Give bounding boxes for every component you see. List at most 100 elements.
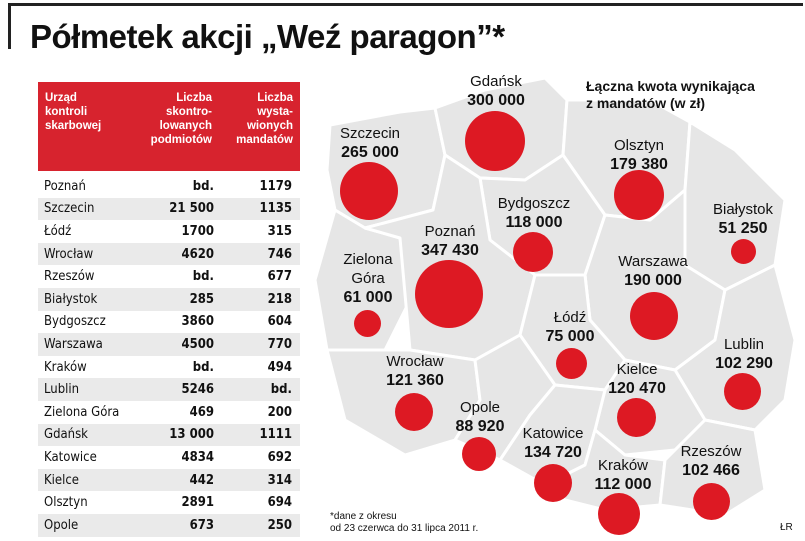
- dot-bialystok: [731, 239, 756, 264]
- header-entities: Liczba skontro- lowanych podmiotów: [150, 92, 212, 146]
- cell-entities: 442: [189, 472, 214, 488]
- cell-fines: 315: [267, 223, 292, 239]
- city-value: 88 920: [455, 418, 505, 435]
- footnote: *dane z okresu od 23 czerwca do 31 lipca…: [330, 511, 479, 534]
- cell-entities: 13 000: [169, 427, 214, 443]
- city-name: Opole: [459, 399, 501, 416]
- city-name: Warszawa: [618, 253, 688, 270]
- cell-fines: 218: [267, 291, 292, 307]
- dot-szczecin: [340, 162, 398, 220]
- city-value: 75 000: [545, 328, 595, 345]
- author-credit: ŁR: [780, 522, 793, 533]
- cell-entities: 1700: [181, 223, 214, 239]
- city-value: 112 000: [594, 476, 652, 493]
- city-value: 265 000: [341, 144, 399, 161]
- label-krakow: Kraków 112 000: [580, 456, 666, 494]
- cell-fines: bd.: [270, 382, 292, 398]
- city-value: 102 290: [715, 355, 773, 372]
- cell-city: Poznań: [44, 178, 86, 194]
- cell-entities: 3860: [181, 314, 214, 330]
- cell-fines: 1179: [259, 178, 292, 194]
- cell-city: Białystok: [44, 291, 98, 307]
- table-row: Wrocław 4620 746: [38, 242, 300, 266]
- cell-city: Katowice: [44, 449, 97, 465]
- label-wroclaw: Wrocław 121 360: [372, 352, 458, 390]
- cell-entities: bd.: [192, 269, 214, 285]
- city-name: Bydgoszcz: [497, 195, 571, 212]
- table-row: Kielce 442 314: [38, 468, 300, 492]
- table-row: Bydgoszcz 3860 604: [38, 311, 300, 334]
- city-name: Poznań: [424, 223, 476, 240]
- city-value: 121 360: [386, 372, 444, 389]
- label-kielce: Kielce 120 470: [594, 360, 680, 398]
- cell-city: Warszawa: [44, 336, 103, 352]
- city-name: Łódź: [553, 309, 587, 326]
- cell-fines: 677: [267, 269, 292, 285]
- table-row: Olsztyn 2891 694: [38, 491, 300, 514]
- cell-fines: 692: [267, 449, 292, 465]
- cell-entities: 5246: [181, 382, 214, 398]
- cell-entities: 4620: [181, 246, 214, 262]
- left-rule: [8, 3, 11, 49]
- dot-wroclaw: [395, 393, 433, 431]
- city-name: Wrocław: [386, 353, 444, 370]
- cell-city: Lublin: [44, 382, 80, 398]
- cell-entities: 285: [189, 291, 214, 307]
- city-name: Katowice: [522, 425, 584, 442]
- cell-fines: 746: [267, 246, 292, 262]
- dot-zielona: [354, 310, 381, 337]
- page-title: Półmetek akcji „Weź paragon”*: [30, 18, 505, 55]
- city-value: 51 250: [718, 220, 768, 237]
- dot-warszawa: [630, 292, 678, 340]
- cell-entities: bd.: [192, 178, 214, 194]
- city-value: 134 720: [524, 444, 582, 461]
- city-name: Lublin: [723, 336, 765, 353]
- table-row: Gdańsk 13 000 1111: [38, 423, 300, 447]
- cell-city: Bydgoszcz: [44, 314, 106, 330]
- label-zielona: Zielona Góra 61 000: [330, 250, 406, 307]
- dot-lodz: [556, 348, 587, 379]
- cell-fines: 200: [267, 404, 292, 420]
- table-row: Łódź 1700 315: [38, 220, 300, 243]
- dot-krakow: [598, 493, 640, 535]
- city-value: 179 380: [610, 156, 668, 173]
- cell-fines: 250: [267, 517, 292, 533]
- label-bialystok: Białystok 51 250: [700, 200, 786, 238]
- cell-city: Rzeszów: [44, 269, 95, 285]
- city-name: Olsztyn: [613, 137, 664, 154]
- table-row: Rzeszów bd. 677: [38, 265, 300, 288]
- table-row: Zielona Góra 469 200: [38, 401, 300, 424]
- table-row: Szczecin 21 500 1135: [38, 197, 300, 221]
- cell-fines: 604: [267, 314, 292, 330]
- dot-rzeszow: [693, 483, 730, 520]
- table-row: Lublin 5246 bd.: [38, 378, 300, 401]
- cell-fines: 770: [267, 336, 292, 352]
- city-value: 102 466: [682, 462, 740, 479]
- data-table: Urząd kontroli skarbowej Liczba skontro-…: [38, 82, 300, 537]
- cell-entities: 4500: [181, 336, 214, 352]
- cell-entities: 2891: [181, 495, 214, 511]
- table-row: Kraków bd. 494: [38, 356, 300, 379]
- label-rzeszow: Rzeszów 102 466: [668, 442, 754, 480]
- cell-entities: 673: [189, 517, 214, 533]
- top-rule: [8, 3, 803, 6]
- city-name: Rzeszów: [680, 443, 742, 460]
- city-name: Zielona Góra: [343, 251, 393, 287]
- cell-fines: 694: [267, 495, 292, 511]
- dot-poznan: [415, 260, 483, 328]
- dot-olsztyn: [614, 170, 664, 220]
- city-value: 120 470: [608, 380, 666, 397]
- city-name: Szczecin: [339, 125, 401, 142]
- label-lublin: Lublin 102 290: [706, 335, 782, 373]
- cell-city: Szczecin: [44, 201, 95, 217]
- cell-city: Wrocław: [44, 246, 94, 262]
- city-value: 347 430: [421, 242, 479, 259]
- table-row: Poznań bd. 1179: [38, 175, 300, 198]
- city-name: Kraków: [597, 457, 649, 474]
- city-name: Białystok: [712, 201, 774, 218]
- cell-city: Łódź: [44, 223, 72, 239]
- dot-gdansk: [465, 111, 525, 171]
- label-lodz: Łódź 75 000: [532, 308, 608, 346]
- label-szczecin: Szczecin 265 000: [332, 124, 408, 162]
- label-bydgoszcz: Bydgoszcz 118 000: [489, 194, 579, 232]
